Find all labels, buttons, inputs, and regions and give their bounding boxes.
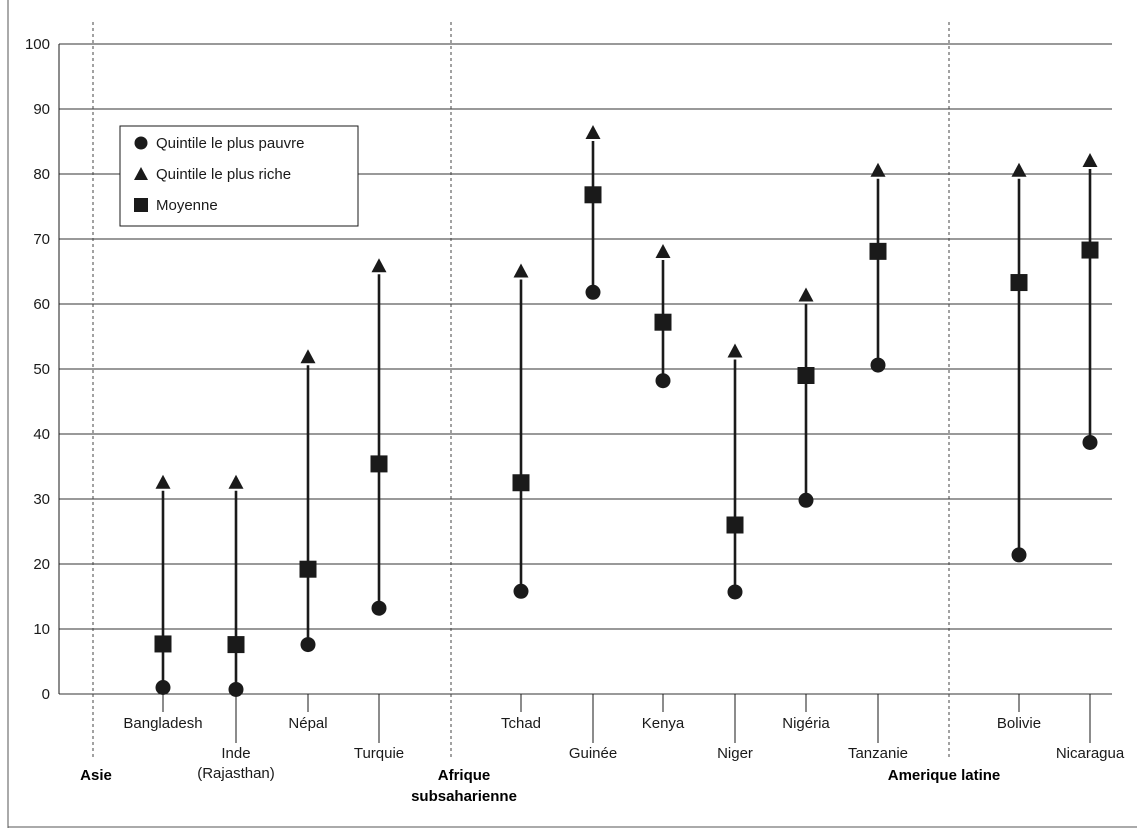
category-label: Nicaragua xyxy=(1056,745,1125,762)
poorest-quintile-point xyxy=(155,680,171,695)
legend-label: Quintile le plus riche xyxy=(156,166,291,183)
y-tick-label: 70 xyxy=(33,231,50,248)
mean-point xyxy=(227,636,245,654)
mean-point xyxy=(584,186,602,204)
group-label: subsaharienne xyxy=(411,788,517,805)
poorest-quintile-point xyxy=(727,584,743,600)
richest-quintile-point xyxy=(585,125,601,140)
y-tick-label: 40 xyxy=(33,426,50,443)
richest-quintile-point xyxy=(155,474,171,489)
legend-box xyxy=(119,125,359,227)
poorest-quintile-point xyxy=(228,681,244,697)
richest-quintile-point xyxy=(1082,153,1098,167)
y-tick-label: 80 xyxy=(33,166,50,183)
poorest-quintile-point xyxy=(371,600,387,616)
category-label: (Rajasthan) xyxy=(197,765,275,782)
richest-quintile-point xyxy=(870,162,886,177)
category-label: Kenya xyxy=(642,715,685,732)
poorest-quintile-point xyxy=(1011,547,1027,563)
legend-label: Quintile le plus pauvre xyxy=(156,135,304,152)
legend-circle-icon xyxy=(134,136,148,150)
mean-point xyxy=(726,516,744,534)
mean-point xyxy=(797,367,815,384)
poorest-quintile-point xyxy=(300,637,316,653)
poorest-quintile-point xyxy=(798,492,814,508)
mean-point xyxy=(370,455,388,473)
poorest-quintile-point xyxy=(655,373,671,389)
legend-square-icon xyxy=(134,198,148,212)
category-label: Niger xyxy=(717,745,753,762)
category-label: Nigéria xyxy=(782,715,830,732)
y-tick-label: 100 xyxy=(25,36,50,53)
group-label: Amerique latine xyxy=(888,767,1001,784)
category-label: Turquie xyxy=(354,745,404,762)
category-label: Bolivie xyxy=(997,715,1041,732)
y-tick-label: 60 xyxy=(33,296,50,313)
category-label: Tanzanie xyxy=(848,745,908,762)
mean-point xyxy=(512,474,530,492)
mean-point xyxy=(1081,241,1099,259)
richest-quintile-point xyxy=(300,349,316,364)
poorest-quintile-point xyxy=(513,583,529,599)
category-label: Népal xyxy=(288,715,327,732)
poorest-quintile-point xyxy=(585,284,601,300)
y-tick-label: 0 xyxy=(42,686,50,703)
richest-quintile-point xyxy=(371,258,387,273)
y-tick-label: 50 xyxy=(33,361,50,378)
mean-point xyxy=(1010,274,1028,292)
richest-quintile-point xyxy=(1011,162,1027,177)
y-tick-label: 30 xyxy=(33,491,50,508)
poorest-quintile-point xyxy=(870,357,886,373)
mean-point xyxy=(154,635,172,653)
y-tick-label: 90 xyxy=(33,101,50,118)
poorest-quintile-point xyxy=(1082,434,1098,450)
legend-label: Moyenne xyxy=(156,197,218,214)
y-tick-label: 20 xyxy=(33,556,50,573)
group-label: Asie xyxy=(80,767,112,784)
mean-point xyxy=(654,313,672,331)
richest-quintile-point xyxy=(228,474,244,489)
category-label: Tchad xyxy=(501,715,541,732)
category-label: Guinée xyxy=(569,745,617,762)
richest-quintile-point xyxy=(798,287,814,302)
richest-quintile-point xyxy=(655,244,671,258)
legend-triangle-icon xyxy=(134,167,148,180)
mean-point xyxy=(299,560,317,578)
category-label: Bangladesh xyxy=(123,715,202,732)
richest-quintile-point xyxy=(727,343,743,358)
richest-quintile-point xyxy=(513,263,529,278)
y-tick-label: 10 xyxy=(33,621,50,638)
group-label: Afrique xyxy=(438,767,491,784)
category-label: Inde xyxy=(221,745,250,762)
mean-point xyxy=(869,242,887,260)
